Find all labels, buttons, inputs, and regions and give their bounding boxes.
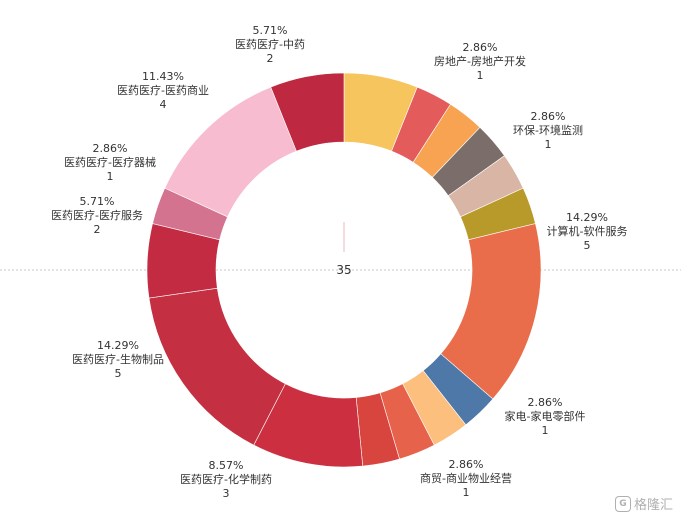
slice-percent-label: 14.29% xyxy=(97,339,139,352)
slice-count-label: 5 xyxy=(584,239,591,252)
donut-slice xyxy=(148,287,286,446)
slice-category-label: 医药医疗-生物制品 xyxy=(72,352,164,366)
slice-percent-label: 2.86% xyxy=(463,41,498,54)
slice-category-label: 医药医疗-医疗服务 xyxy=(51,208,143,222)
center-total-label: 35 xyxy=(336,263,351,277)
slice-count-label: 3 xyxy=(223,487,230,500)
slice-count-label: 2 xyxy=(267,52,274,65)
slice-percent-label: 14.29% xyxy=(566,211,608,224)
slice-category-label: 医药医疗-中药 xyxy=(235,37,305,51)
watermark: G 格隆汇 xyxy=(614,494,673,513)
slice-count-label: 1 xyxy=(542,424,549,437)
slice-percent-label: 11.43% xyxy=(142,70,184,83)
slice-count-label: 5 xyxy=(115,367,122,380)
slice-percent-label: 2.86% xyxy=(93,142,128,155)
slice-category-label: 家电-家电零部件 xyxy=(505,409,586,423)
slice-category-label: 医药医疗-化学制药 xyxy=(180,472,272,486)
slice-category-label: 医药医疗-医疗器械 xyxy=(64,155,156,169)
slice-count-label: 4 xyxy=(160,98,167,111)
slice-category-label: 房地产-房地产开发 xyxy=(434,54,526,68)
brand-name: 格隆汇 xyxy=(633,498,673,513)
slice-percent-label: 2.86% xyxy=(531,110,566,123)
slice-count-label: 1 xyxy=(477,69,484,82)
slice-percent-label: 2.86% xyxy=(528,396,563,409)
slice-count-label: 1 xyxy=(545,138,552,151)
slice-category-label: 计算机-软件服务 xyxy=(547,224,628,238)
slice-category-label: 医药医疗-医药商业 xyxy=(117,83,209,97)
slice-percent-label: 2.86% xyxy=(449,458,484,471)
slice-count-label: 1 xyxy=(463,486,470,499)
slice-percent-label: 5.71% xyxy=(253,24,288,37)
slice-category-label: 环保-环境监测 xyxy=(513,123,583,137)
brand-logo-icon: G xyxy=(614,495,631,512)
slice-group xyxy=(146,72,542,468)
slice-count-label: 1 xyxy=(107,170,114,183)
donut-slice xyxy=(270,72,345,152)
label-group: 2.86%房地产-房地产开发12.86%环保-环境监测114.29%计算机-软件… xyxy=(51,24,627,500)
slice-percent-label: 5.71% xyxy=(80,195,115,208)
donut-slice xyxy=(164,86,297,218)
slice-count-label: 2 xyxy=(94,223,101,236)
slice-category-label: 商贸-商业物业经营 xyxy=(420,471,512,485)
slice-percent-label: 8.57% xyxy=(209,459,244,472)
